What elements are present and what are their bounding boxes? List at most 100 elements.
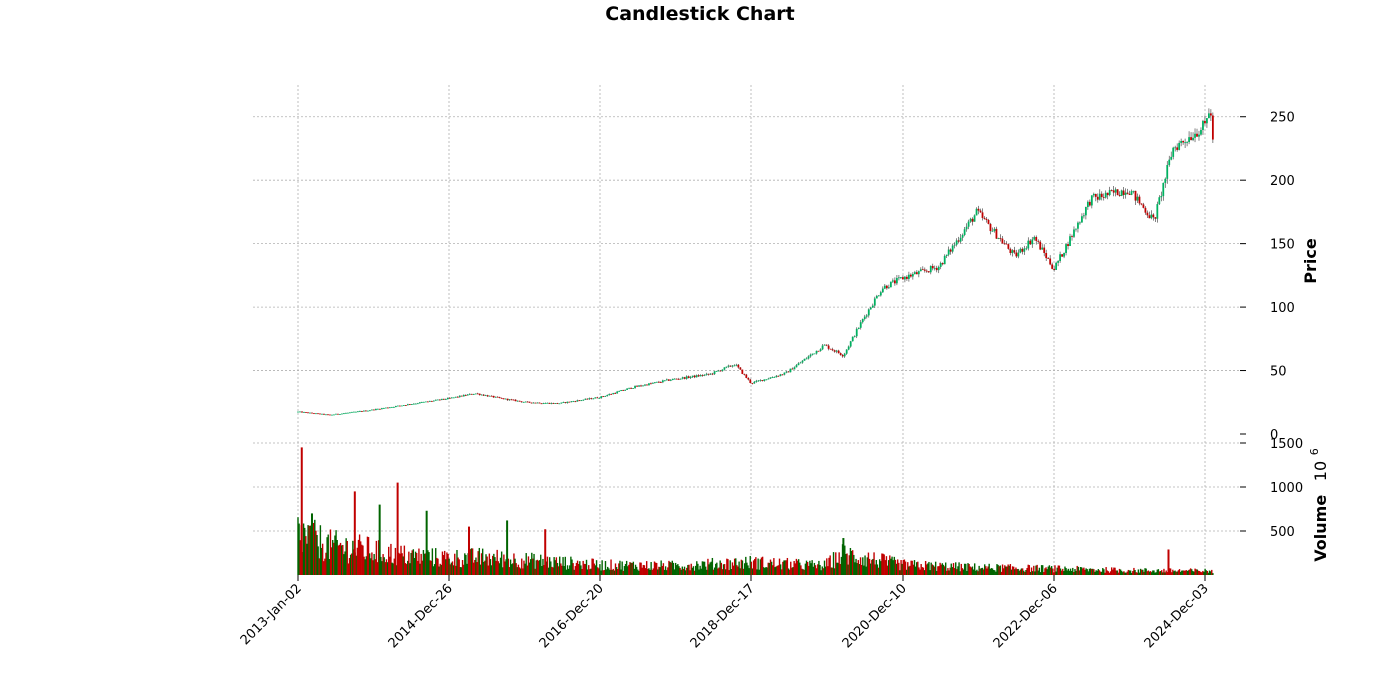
volume-bar (464, 553, 466, 575)
volume-bar (1176, 571, 1178, 575)
volume-axis-label-text: Volume (1311, 495, 1330, 562)
volume-bar (638, 570, 640, 575)
volume-bar (510, 564, 513, 575)
candle-body (436, 399, 439, 401)
volume-bar (540, 554, 542, 575)
candle-body (504, 398, 507, 400)
volume-bar (847, 564, 849, 575)
volume-bar (608, 568, 610, 575)
volume-bar (543, 565, 545, 575)
candle-body (1019, 248, 1022, 253)
candle-body (965, 226, 968, 230)
candle-body (663, 380, 666, 382)
volume-bar (489, 559, 492, 575)
volume-bar (1030, 567, 1033, 575)
volume-bar (886, 565, 889, 575)
volume-bar (669, 561, 671, 575)
price-tick-label: 100 (1270, 301, 1295, 316)
volume-bar (474, 559, 476, 575)
volume-bar (552, 567, 554, 575)
volume-bar (960, 563, 963, 575)
candle-body (831, 349, 834, 351)
volume-bar (1206, 570, 1209, 575)
volume-bar (775, 566, 777, 575)
volume-bar (395, 565, 398, 575)
volume-bar (718, 567, 720, 575)
volume-bar (1100, 571, 1103, 575)
candle-body (1059, 254, 1061, 262)
volume-bar (430, 560, 432, 575)
volume-bar (736, 565, 738, 575)
volume-bar (517, 564, 520, 575)
volume-bar (537, 560, 540, 575)
candle-body (881, 288, 884, 293)
volume-bar (318, 558, 320, 575)
candle-body (1206, 118, 1208, 124)
volume-spike-bar (310, 513, 313, 575)
candle-body (335, 413, 337, 415)
volume-bar (996, 564, 998, 575)
candle-body (1104, 192, 1107, 198)
candle-body (349, 412, 351, 414)
candle-body (1118, 195, 1121, 196)
volume-bar (554, 560, 556, 575)
volume-bar (431, 548, 434, 575)
volume-bar (889, 555, 891, 575)
volume-bar (740, 559, 743, 575)
volume-bar (809, 560, 811, 575)
candle-body (396, 405, 399, 407)
candle-body (393, 406, 395, 408)
candle-body (1039, 241, 1042, 250)
volume-bar (436, 557, 438, 575)
volume-bar (831, 567, 834, 575)
volume-bar (522, 568, 524, 575)
candle-body (456, 396, 459, 398)
volume-spike-bar (1167, 549, 1170, 575)
candle-body (438, 399, 441, 401)
volume-bar (710, 561, 712, 575)
volume-bar (1090, 568, 1093, 575)
volume-bar (410, 552, 412, 575)
volume-bar (454, 553, 456, 575)
volume-bar (678, 566, 680, 575)
volume-bar (732, 565, 735, 575)
volume-bar (940, 564, 942, 575)
volume-bar (401, 553, 403, 575)
volume-bar (874, 564, 876, 575)
candle-body (997, 238, 1000, 239)
candle-body (977, 208, 980, 211)
volume-bar (308, 525, 310, 575)
volume-spike-bar (544, 529, 547, 575)
volume-bar (476, 562, 478, 575)
candle-body (416, 403, 419, 405)
volume-axis-label: Volume 10 6 (1308, 448, 1330, 561)
volume-bar (880, 561, 882, 575)
volume-bar (1047, 566, 1049, 575)
candle-body (809, 354, 812, 357)
volume-bar (1202, 570, 1204, 575)
volume-bar (1189, 568, 1192, 575)
volume-bar (691, 567, 694, 575)
volume-bar (1154, 572, 1156, 575)
volume-bar (1083, 567, 1085, 575)
volume-bar (1031, 571, 1034, 575)
candle-body (454, 396, 457, 398)
chart-title: Candlestick Chart (605, 3, 795, 25)
volume-bar (672, 562, 675, 575)
volume-bar (412, 549, 415, 575)
volume-bar (900, 560, 902, 575)
volume-bar (919, 569, 921, 575)
volume-bar (502, 567, 504, 575)
volume-bar (1136, 572, 1138, 575)
candle-body (869, 307, 872, 310)
volume-bar (1113, 567, 1115, 575)
volume-bar (611, 569, 613, 575)
volume-bar (990, 568, 993, 575)
candle-body (1098, 193, 1101, 200)
candle-body (389, 407, 391, 409)
volume-bar (415, 552, 418, 575)
volume-bar (363, 556, 365, 575)
candle-body (937, 266, 940, 271)
volume-bar (908, 566, 910, 575)
candle-body (906, 276, 908, 279)
